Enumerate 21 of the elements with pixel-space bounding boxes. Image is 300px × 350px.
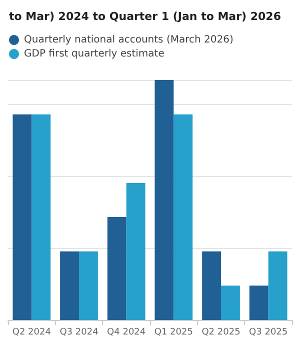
bar — [126, 182, 146, 320]
x-tick-label: Q3 2025 — [249, 328, 288, 338]
bar — [60, 251, 79, 320]
legend-label: Quarterly national accounts (March 2026) — [24, 34, 234, 46]
chart-title: to Mar) 2024 to Quarter 1 (Jan to Mar) 2026 — [9, 10, 282, 23]
x-tick-label: Q4 2024 — [107, 328, 146, 338]
bar — [268, 251, 288, 320]
bar — [221, 286, 240, 320]
bar — [249, 286, 268, 320]
bar — [202, 251, 221, 320]
x-tick-label: Q1 2025 — [154, 328, 193, 338]
x-tick-label: Q3 2024 — [60, 328, 99, 338]
bar — [32, 114, 51, 320]
x-tick-label: Q2 2024 — [12, 328, 52, 338]
legend-label: GDP first quarterly estimate — [24, 48, 164, 60]
x-tick-label: Q2 2025 — [202, 328, 240, 338]
bar — [174, 114, 193, 320]
bar — [79, 251, 98, 320]
bar — [12, 114, 32, 320]
bar — [107, 217, 126, 320]
bar — [154, 80, 174, 320]
